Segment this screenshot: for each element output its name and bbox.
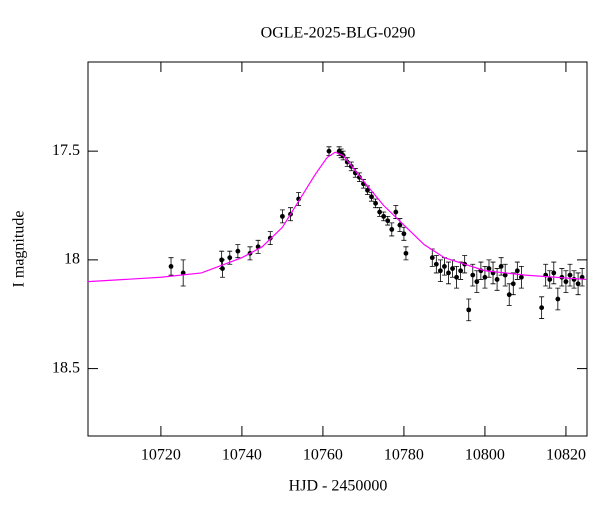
data-point [356,174,362,180]
x-tick-label: 10780 [384,447,424,464]
data-point [506,292,512,298]
data-point [437,268,443,274]
data-point [446,270,451,276]
x-tick-label: 10720 [141,447,181,464]
data-point [429,255,435,261]
data-point [389,227,395,232]
data-point [571,277,577,282]
data-point [555,296,561,302]
data-point [393,209,399,215]
x-tick-label: 10820 [546,447,586,464]
data-point [280,213,285,219]
y-tick-label: 18 [64,251,80,268]
data-point [486,266,492,271]
data-point [168,263,174,269]
data-point [470,272,476,278]
data-point [551,270,557,276]
y-axis-label: I magnitude [11,211,28,288]
x-tick-label: 10740 [222,447,262,464]
data-point [377,209,383,215]
data-point [458,268,464,274]
data-point [401,231,407,237]
data-point [547,277,553,282]
data-point [344,159,350,165]
x-tick-label: 10800 [465,447,505,464]
data-point [220,266,225,271]
data-point [514,268,520,274]
x-axis-label: HJD - 2450000 [289,478,388,495]
plot-frame [87,61,588,437]
data-point [235,248,241,254]
data-point [567,272,573,278]
data-point [180,270,186,276]
data-point [539,305,545,311]
data-point [385,218,391,224]
model-curve [87,151,587,283]
data-point [498,263,504,269]
data-point [575,281,581,287]
data-point [518,274,524,280]
data-point [397,222,403,228]
data-point [326,148,332,154]
data-point [433,261,439,267]
data-point [403,250,409,256]
chart-title: OGLE-2025-BLG-0290 [261,25,416,42]
data-point [482,274,488,280]
data-point [381,213,387,219]
data-point [563,279,569,285]
data-point [369,194,374,200]
data-point [365,187,370,193]
y-tick-label: 17.5 [52,142,80,159]
data-point [502,272,508,278]
data-point [442,263,447,269]
data-point [474,279,480,285]
data-point [454,274,459,280]
data-point [450,266,455,271]
data-point [494,277,500,282]
y-tick-label: 18.5 [52,359,80,376]
data-point [466,307,472,313]
data-point [373,200,378,206]
x-tick-label: 10760 [303,447,343,464]
data-point [227,255,233,261]
data-point [510,281,516,287]
